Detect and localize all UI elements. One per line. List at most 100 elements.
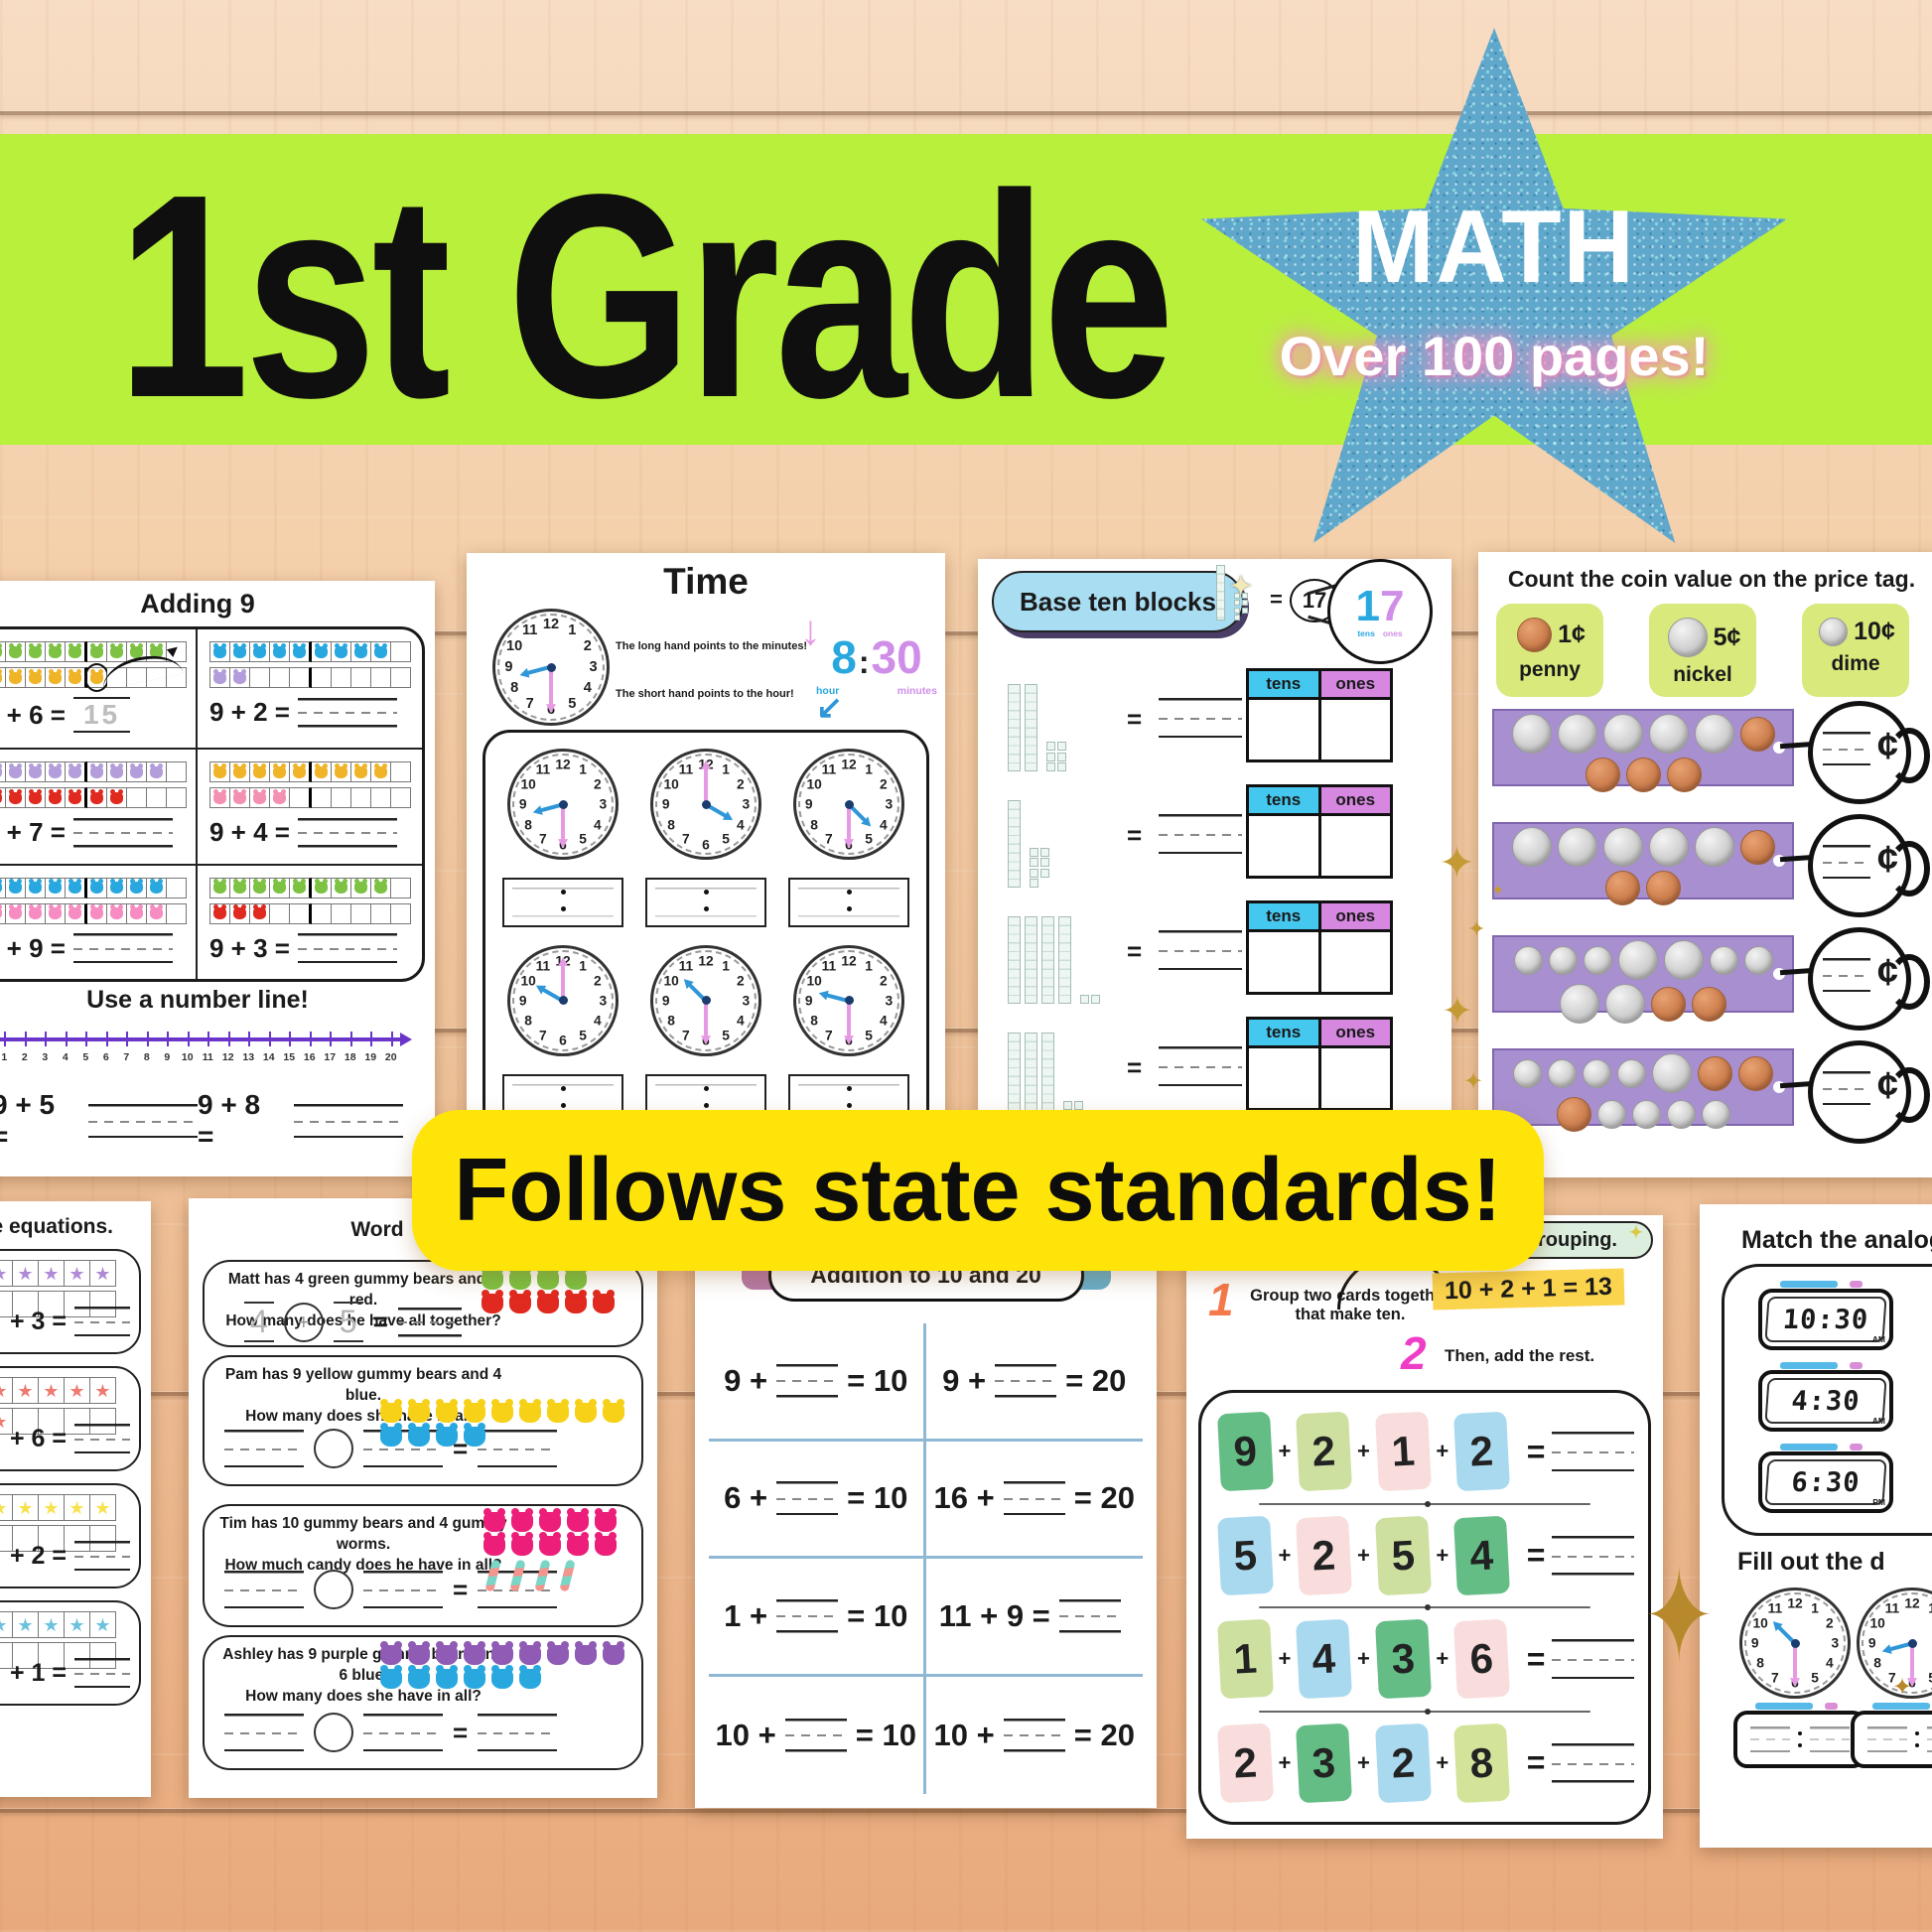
- gummy-bear-icon: [233, 668, 246, 684]
- tens-cell: [1249, 700, 1321, 759]
- clock-number: 9: [518, 993, 527, 1009]
- gold-sparkle-icon: ✦: [1892, 1674, 1913, 1701]
- addend-blank: [224, 1571, 304, 1608]
- ones-digit: 7: [1380, 582, 1405, 630]
- number-line-tick: 9: [157, 1030, 178, 1063]
- star-icon: ★: [17, 1380, 34, 1401]
- one-cube-icon: [1056, 762, 1066, 771]
- card-problems-box: 9 +2 +1 +2 = 5 +2 +5 +4 = 1 +4 +3 +6 = 2 +3 +2 +8 =: [1198, 1390, 1651, 1825]
- traced-digit: 5: [333, 1302, 363, 1342]
- frame-cell: [391, 902, 411, 924]
- gummy-bear-icon: [408, 1641, 430, 1665]
- frame-cell: ★: [65, 1260, 90, 1287]
- gummy-bear-icon: [464, 1423, 485, 1447]
- answer-blank: [72, 817, 173, 848]
- frame-cell: ★: [39, 1377, 65, 1404]
- frame-cell: [46, 877, 66, 898]
- frame-cell: [26, 761, 46, 783]
- clock-center-dot: [546, 662, 556, 672]
- frame-cell: ★: [0, 1260, 13, 1287]
- card-equation-row: 2 +3 +2 +8 =: [1215, 1723, 1635, 1804]
- penny-icon: [1556, 1097, 1591, 1132]
- frame-cell: [127, 641, 147, 662]
- frame-cell: [13, 1408, 39, 1435]
- clock-number: 1: [722, 761, 730, 777]
- gummy-bear-icon: [565, 1290, 587, 1313]
- gummy-bear-icon: [90, 788, 103, 804]
- problem-question: How many does she have in all?: [245, 1687, 482, 1705]
- frame-cell: [107, 902, 127, 924]
- number-card: 6: [1453, 1618, 1510, 1700]
- frame-cell: [371, 787, 391, 809]
- number-card: 1: [1216, 1618, 1274, 1700]
- equals-sign: =: [1127, 936, 1143, 966]
- clock-number: 3: [599, 796, 608, 812]
- star-icon: ★: [43, 1497, 60, 1518]
- number-line-tick: 13: [238, 1030, 259, 1063]
- equation-left: 6 +: [724, 1480, 768, 1516]
- star-icon: ★: [43, 1380, 60, 1401]
- frame-cell: [230, 641, 250, 662]
- clock-center-dot: [1790, 1638, 1800, 1648]
- clock-number: 7: [539, 831, 547, 847]
- one-cube-icon: [1234, 615, 1240, 621]
- clock-number: 1: [579, 958, 587, 974]
- star-icon: ★: [17, 1263, 34, 1284]
- digital-clocks-box: 10:30 AM 4:30 AM 6:30 PM: [1722, 1264, 1932, 1536]
- gummy-worm-icon: [534, 1559, 551, 1592]
- frame-cell: [250, 761, 270, 783]
- tens-rod-icon: [1041, 1033, 1054, 1120]
- number-line-axis: [0, 1037, 407, 1041]
- frame-cell: [26, 877, 46, 898]
- dime-icon: [1631, 1100, 1661, 1129]
- step-2-text: Then, add the rest.: [1445, 1346, 1595, 1365]
- equation: 9 + 5 =: [0, 1089, 56, 1152]
- gummy-bear-icon: [29, 668, 42, 684]
- clock-center-dot: [701, 799, 711, 809]
- clock-number: 11: [1767, 1600, 1783, 1616]
- gummy-bear-icon: [547, 1399, 569, 1423]
- frame-cell: [270, 761, 290, 783]
- gummy-bear-icon: [9, 904, 22, 920]
- clock-number: 5: [865, 831, 873, 847]
- clock-number: 10: [806, 973, 822, 989]
- gummy-bear-icon: [253, 642, 266, 658]
- clock-number: 12: [555, 757, 571, 772]
- colon: :: [858, 644, 870, 680]
- equals-sign: =: [1526, 1433, 1546, 1469]
- nickel-icon: [1667, 618, 1708, 657]
- clock-number: 2: [737, 973, 745, 989]
- frame-cell: [270, 787, 290, 809]
- gummy-bear-icon: [547, 1641, 569, 1665]
- coin-key-nickel: 5¢ nickel: [1649, 604, 1756, 697]
- gummy-bear-icon: [519, 1665, 541, 1689]
- gummy-bear-icon: [603, 1641, 624, 1665]
- equation: 9 + 3 =: [209, 932, 290, 963]
- worksheet-title: Count the coin value on the price tag.: [1507, 566, 1916, 592]
- frame-cell: [87, 641, 107, 662]
- frame-cell: ★: [39, 1260, 65, 1287]
- grade-title: 1st Grade: [117, 134, 1174, 458]
- worksheet-time: Time 121234567891011 The long hand point…: [467, 553, 945, 1149]
- answer-blank: [995, 1363, 1057, 1398]
- frame-cell: ★: [39, 1611, 65, 1638]
- hour-arrow-icon: ↙: [816, 689, 843, 725]
- tens-rod-icon: [1058, 916, 1071, 1004]
- frame-cell: [6, 667, 26, 688]
- frame-cell: [371, 667, 391, 688]
- one-cube-icon: [1234, 600, 1240, 606]
- tens-label: tens: [1357, 628, 1375, 638]
- worksheet-title: Match the analog: [1741, 1226, 1932, 1254]
- gummy-bear-icon: [69, 762, 81, 778]
- frame-cell: [312, 787, 332, 809]
- frame-cell: [270, 877, 290, 898]
- coin-key-penny: 1¢ penny: [1496, 604, 1603, 697]
- base-ten-blocks: [1216, 565, 1248, 621]
- frame-cell: [147, 761, 167, 783]
- number-card: 3: [1374, 1618, 1432, 1700]
- one-cube-icon: [1234, 607, 1240, 614]
- addend-blank: [224, 1430, 304, 1467]
- gummy-bear-icon: [69, 788, 81, 804]
- equation-left: 11 + 9 =: [938, 1597, 1050, 1633]
- star-frame: ★★★★★★★★★★: [0, 1611, 116, 1638]
